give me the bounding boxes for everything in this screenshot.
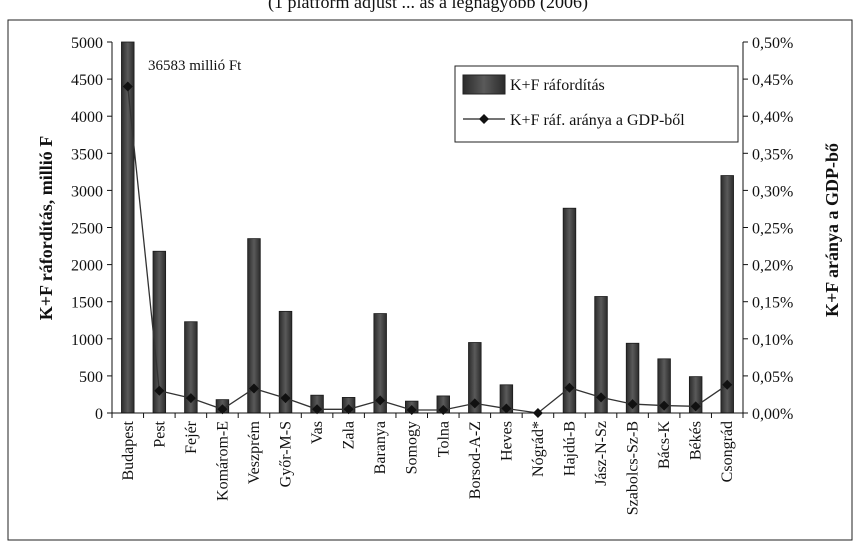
right-tick-label-8: 0,40% xyxy=(752,109,793,126)
x-tick-label-1: Pest xyxy=(151,420,168,447)
x-tick-label-17: Bács-K xyxy=(656,421,673,469)
bar-19 xyxy=(720,175,734,414)
line-point-17 xyxy=(659,400,670,411)
x-tick-label-8: Baranya xyxy=(372,421,389,474)
line-point-19 xyxy=(722,379,733,390)
left-tick-label-10: 5000 xyxy=(71,35,103,52)
x-tick-label-3: Komárom-E xyxy=(214,421,231,501)
legend-line-label: K+F ráf. aránya a GDP-ből xyxy=(510,112,685,129)
legend: K+F ráfordítás K+F ráf. aránya a GDP-ből xyxy=(454,65,739,143)
line-point-6 xyxy=(312,404,323,415)
line-point-1 xyxy=(154,385,165,396)
line-point-12 xyxy=(501,403,512,414)
bar-14 xyxy=(562,207,577,414)
x-tick-label-6: Vas xyxy=(309,421,326,444)
right-tick-label-10: 0,50% xyxy=(752,35,793,52)
right-tick-label-2: 0,10% xyxy=(752,332,793,349)
x-tick-label-5: Győr-M-S xyxy=(278,421,295,487)
x-tick-label-7: Zala xyxy=(341,421,358,449)
left-tick-label-4: 2000 xyxy=(71,258,103,275)
budapest-annotation: 36583 millió Ft xyxy=(148,58,242,74)
right-tick-label-0: 0,00% xyxy=(752,406,793,423)
legend-bar-swatch xyxy=(462,74,506,95)
right-tick-label-7: 0,35% xyxy=(752,146,793,163)
right-tick-label-3: 0,15% xyxy=(752,295,793,312)
left-tick-label-7: 3500 xyxy=(71,146,103,163)
legend-bar-label: K+F ráfordítás xyxy=(510,77,605,94)
line-point-5 xyxy=(280,393,291,404)
line-point-15 xyxy=(596,392,607,403)
right-tick-label-9: 0,45% xyxy=(752,72,793,89)
right-tick-label-5: 0,25% xyxy=(752,221,793,238)
left-tick-label-5: 2500 xyxy=(71,221,103,238)
right-tick-label-6: 0,30% xyxy=(752,183,793,200)
x-tick-label-11: Borsod-A-Z xyxy=(467,421,484,499)
x-tick-label-9: Somogy xyxy=(404,421,421,474)
left-tick-label-0: 0 xyxy=(95,406,103,423)
left-tick-label-9: 4500 xyxy=(71,72,103,89)
legend-line-marker xyxy=(479,114,489,124)
line-point-2 xyxy=(185,393,196,404)
x-tick-label-18: Békés xyxy=(688,421,705,460)
line-point-4 xyxy=(248,383,259,394)
left-tick-label-1: 500 xyxy=(79,369,103,386)
line-point-18 xyxy=(690,401,701,412)
chart-frame xyxy=(7,19,853,541)
right-axis-title: K+F aránya a GDP-bő xyxy=(822,143,842,317)
x-tick-label-12: Heves xyxy=(498,421,515,461)
right-tick-label-4: 0,20% xyxy=(752,258,793,275)
header-fragment: (1 platform adjust ... as a legnagyobb (… xyxy=(268,0,588,13)
left-tick-label-8: 4000 xyxy=(71,109,103,126)
x-tick-label-15: Jász-N-Sz xyxy=(593,421,610,486)
line-point-14 xyxy=(564,382,575,393)
axes-layer: 0 500 1000 1500 2000 2500 3000 3500 4000 4500 5000… xyxy=(71,35,793,515)
line-point-7 xyxy=(343,404,354,415)
x-tick-label-10: Tolna xyxy=(435,421,452,457)
line-point-16 xyxy=(627,399,638,410)
line-point-11 xyxy=(469,398,480,409)
left-axis-title: K+F ráfordítás, millió F xyxy=(36,136,56,321)
left-tick-label-6: 3000 xyxy=(71,183,103,200)
x-tick-label-16: Szabolcs-Sz-B xyxy=(625,421,642,515)
line-series-path xyxy=(127,86,728,414)
bar-0 xyxy=(121,41,135,414)
x-tick-label-2: Fejér xyxy=(183,420,200,454)
x-tick-label-13: Nógrád* xyxy=(530,421,547,477)
left-tick-label-2: 1000 xyxy=(71,332,103,349)
line-point-3 xyxy=(217,404,228,415)
x-tick-label-4: Veszprém xyxy=(246,420,263,484)
right-tick-label-1: 0,05% xyxy=(752,369,793,386)
left-tick-label-3: 1500 xyxy=(71,295,103,312)
x-tick-label-19: Csongrád xyxy=(719,421,736,482)
line-point-0 xyxy=(122,81,133,92)
x-tick-label-0: Budapest xyxy=(120,420,137,480)
line-point-8 xyxy=(375,395,386,406)
x-tick-label-14: Hajdú-B xyxy=(561,421,578,476)
